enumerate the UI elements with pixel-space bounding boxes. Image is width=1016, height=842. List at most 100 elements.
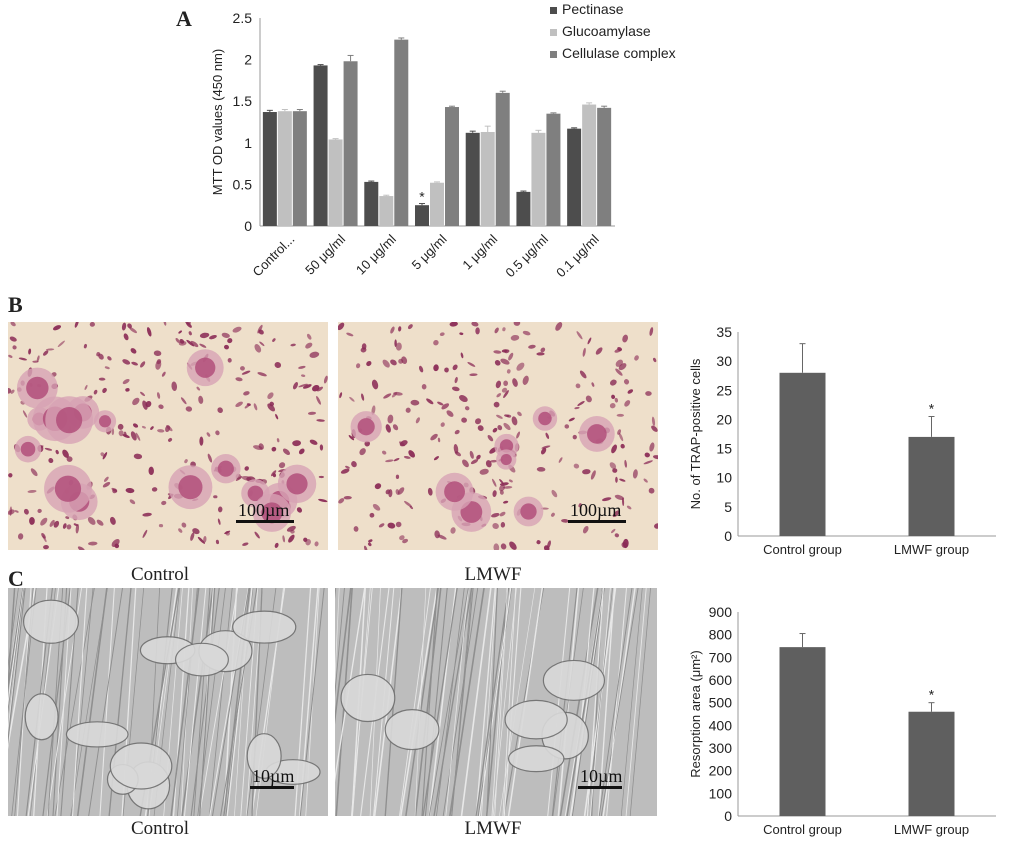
surface-striation [54,588,95,816]
stained-cell [140,361,146,368]
stained-cell [111,487,118,492]
stained-cell [540,347,546,353]
y-tick-label: 0.5 [233,176,253,192]
y-tick-label: 100 [709,785,733,801]
surface-striation [547,588,571,816]
stained-cell [437,534,447,540]
stained-cell [355,363,361,369]
stained-cell [494,327,499,334]
surface-striation [190,588,220,816]
stained-cell [364,545,368,550]
stained-cell [536,467,546,472]
stained-cell [407,324,413,330]
stained-cell [129,327,138,334]
bar-cellulase-complex [597,107,612,226]
stained-cell [622,497,625,507]
resorption-pit [504,699,568,740]
stained-cell [503,500,509,504]
stained-cell [269,401,274,407]
chart-c-resorption-area: 0 100 200 300 400 500 600 700 800 900 Resorption a… [688,604,996,837]
stained-cell [500,522,506,528]
stained-cell [648,487,655,494]
stained-cell [178,330,182,334]
stained-cell [157,429,165,433]
stained-cell [339,392,343,399]
stained-cell [395,474,400,480]
stained-cell [348,435,355,441]
stained-cell [437,437,441,443]
panel-letter-c: C [8,566,24,591]
stained-cell [426,398,434,405]
sem-resorption-lmwf-image [335,588,657,816]
stained-cell [161,500,167,506]
y-axis-label: No. of TRAP-positive cells [688,358,703,509]
surface-striation [335,588,345,698]
stained-cell [215,539,220,545]
scale-bar-line-c-left [250,786,294,789]
bar-lmwf-group [908,436,955,536]
stained-cell [475,418,482,425]
stained-cell [298,365,306,369]
stained-cell [467,362,476,367]
stained-cell [591,382,595,387]
chart-b-trap-cells: 0 5 10 15 20 25 30 35 No. of TRAP-positive cells… [688,324,996,557]
scale-bar-line-b-right [568,520,626,523]
surface-striation [552,588,584,816]
stained-cell [615,359,624,367]
surface-striation [198,588,239,816]
resorption-pit [340,673,396,723]
stained-cell [125,388,130,392]
stained-cell [399,535,405,541]
stained-cell [575,383,581,389]
stained-cell [196,386,201,391]
surface-striation [586,588,604,816]
stained-cell [614,397,619,403]
bar-pectinase [516,191,531,226]
surface-striation [600,588,639,816]
stained-cell [477,425,484,431]
stained-cell [651,416,656,427]
stained-cell [493,543,500,550]
stained-cell [506,369,511,374]
legend-label-pectinase: Pectinase [562,1,624,17]
stained-cell [186,339,195,347]
surface-striation [433,588,473,816]
bar-lmwf-group [908,711,955,816]
x-tick-label: Control... [250,232,298,280]
stained-cell [433,364,439,372]
stained-cell [372,503,381,511]
stained-cell [158,404,164,409]
stained-cell [314,541,319,547]
surface-striation [566,588,605,816]
surface-striation [494,588,508,816]
stained-cell [582,526,589,534]
stained-cell [207,453,213,463]
stained-cell [374,483,382,490]
stained-cell [130,348,137,354]
stained-cell [360,347,367,353]
stained-cell [235,377,243,382]
stained-cell [140,391,146,397]
surface-striation [99,588,115,816]
stained-cell [408,450,416,458]
y-tick-label: 30 [716,353,732,369]
surface-striation [8,588,26,746]
stained-cell [102,387,107,393]
significance-asterisk: * [929,687,935,703]
stained-cell [371,379,379,390]
stained-cell [508,479,513,483]
surface-striation [170,588,200,816]
stained-cell [197,536,206,544]
y-tick-label: 400 [709,717,733,733]
x-tick-label: LMWF group [894,542,969,557]
stained-cell [390,326,395,334]
stained-cell [41,532,46,539]
stained-cell [649,442,655,452]
surface-striation [208,588,233,816]
stained-cell [301,374,306,377]
osteoclast-nucleus [247,485,264,502]
stained-cell [18,357,28,361]
y-tick-label: 700 [709,649,733,665]
bar-cellulase-complex [343,61,358,226]
bar-pectinase [313,65,328,226]
